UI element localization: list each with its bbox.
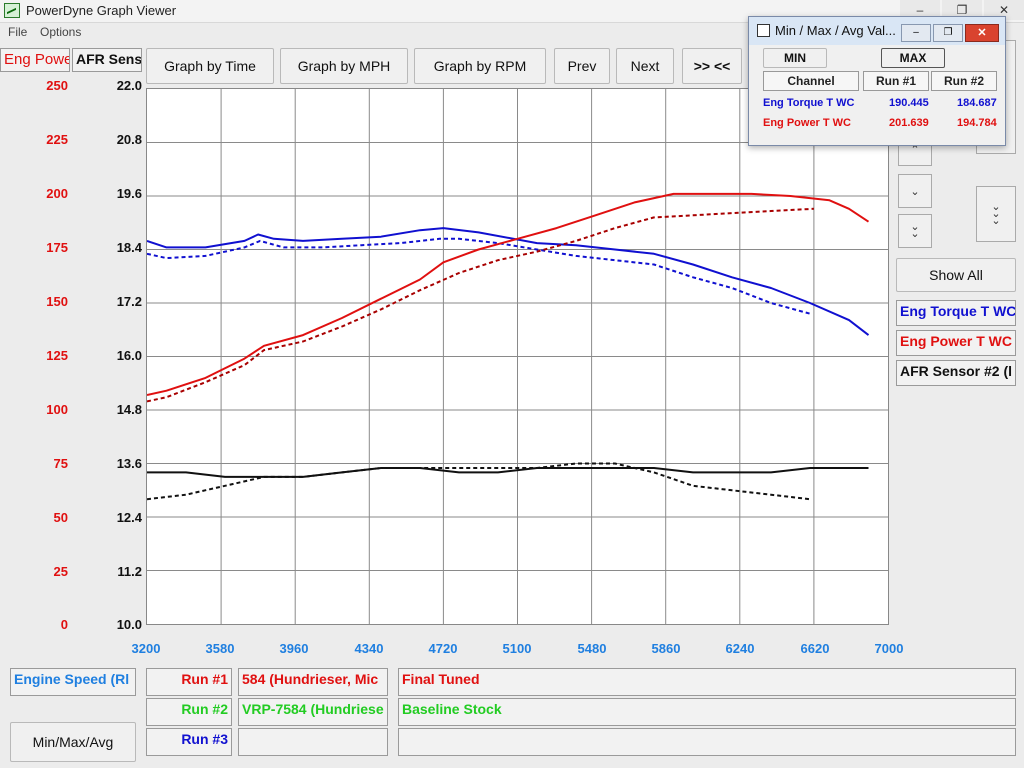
left-channel-field[interactable]: Eng Powe <box>0 48 70 72</box>
chart-svg <box>147 89 888 624</box>
run3-label: Run #3 <box>146 728 232 756</box>
triple-chevron-down-icon: ⌄ ⌄ ⌄ <box>991 200 1001 227</box>
header-run2: Run #2 <box>931 71 997 91</box>
show-all-button[interactable]: Show All <box>896 258 1016 292</box>
window-title: PowerDyne Graph Viewer <box>26 3 177 18</box>
graph-by-rpm-button[interactable]: Graph by RPM <box>414 48 546 84</box>
menu-file[interactable]: File <box>8 25 28 39</box>
min-max-avg-button[interactable]: Min/Max/Avg <box>10 722 136 762</box>
dialog-minimize-button[interactable]: – <box>901 24 931 42</box>
left-tick-label: 25 <box>53 564 68 579</box>
channel-afr[interactable]: AFR Sensor #2 (l <box>896 360 1016 386</box>
right-tick-label: 16.0 <box>116 348 142 363</box>
x-channel-field[interactable]: Engine Speed (Rl <box>10 668 136 696</box>
series-eng-power-t-wc-run1 <box>147 192 870 396</box>
left-tick-label: 250 <box>46 78 68 93</box>
min-button[interactable]: MIN <box>763 48 827 68</box>
right-tick-label: 11.2 <box>117 564 142 579</box>
x-tick-label: 3960 <box>279 641 309 656</box>
run1-label: Run #1 <box>146 668 232 696</box>
run3-description <box>398 728 1016 756</box>
left-tick-label: 50 <box>53 510 68 525</box>
right-tick-label: 17.2 <box>116 294 142 309</box>
right-channel-field[interactable]: AFR Sens <box>72 48 142 72</box>
series-eng-torque-t-wc-run2 <box>147 237 811 315</box>
dialog-close-button[interactable]: ✕ <box>965 24 999 42</box>
x-tick-label: 5480 <box>577 641 607 656</box>
x-tick-label: 6240 <box>725 641 755 656</box>
app-icon <box>4 3 20 18</box>
right-tick-label: 18.4 <box>116 240 142 255</box>
series-afr-sensor-2-run2 <box>147 462 811 501</box>
left-tick-label: 0 <box>60 617 68 632</box>
x-tick-label: 5860 <box>651 641 681 656</box>
prev-button[interactable]: Prev <box>554 48 610 84</box>
header-run1: Run #1 <box>863 71 929 91</box>
x-tick-label: 5100 <box>502 641 532 656</box>
x-tick-label: 7000 <box>874 641 904 656</box>
header-channel: Channel <box>763 71 859 91</box>
dialog-title: Min / Max / Avg Val... <box>775 23 896 38</box>
row-torque-run2: 184.687 <box>957 97 997 109</box>
series-eng-torque-t-wc-run1 <box>147 227 870 336</box>
close-button[interactable]: ✕ <box>984 0 1024 20</box>
left-tick-label: 175 <box>46 240 68 255</box>
x-tick-label: 3580 <box>205 641 235 656</box>
x-tick-label: 4340 <box>354 641 384 656</box>
left-tick-label: 150 <box>46 294 68 309</box>
minimize-button[interactable]: – <box>900 0 940 20</box>
left-tick-label: 225 <box>46 132 68 147</box>
run3-name <box>238 728 388 756</box>
run1-description: Final Tuned <box>398 668 1016 696</box>
plot-area[interactable] <box>146 88 889 625</box>
channel-power[interactable]: Eng Power T WC <box>896 330 1016 356</box>
run2-label: Run #2 <box>146 698 232 726</box>
left-tick-label: 200 <box>46 186 68 201</box>
row-power-channel: Eng Power T WC <box>763 117 851 129</box>
right-tick-label: 20.8 <box>116 132 142 147</box>
dialog-title-bar: Min / Max / Avg Val... – ❐ ✕ <box>749 17 1005 45</box>
row-power-run2: 194.784 <box>957 117 997 129</box>
dialog-maximize-button[interactable]: ❐ <box>933 24 963 42</box>
dialog-icon <box>757 24 770 37</box>
left-tick-label: 75 <box>53 456 68 471</box>
right-tick-label: 12.4 <box>116 510 142 525</box>
chevron-up-icon: ⌃ <box>910 143 920 156</box>
zoom-button[interactable]: >> << <box>682 48 742 84</box>
next-button[interactable]: Next <box>616 48 674 84</box>
run2-name: VRP-7584 (Hundriese <box>238 698 388 726</box>
max-button[interactable]: MAX <box>881 48 945 68</box>
graph-by-mph-button[interactable]: Graph by MPH <box>280 48 408 84</box>
right-tick-label: 14.8 <box>116 402 142 417</box>
run1-name: 584 (Hundrieser, Mic <box>238 668 388 696</box>
graph-by-time-button[interactable]: Graph by Time <box>146 48 274 84</box>
right-tick-label: 10.0 <box>116 617 142 632</box>
scroll-down-fast-button[interactable]: ⌄ ⌄ <box>898 214 932 248</box>
scroll-bottom-button[interactable]: ⌄ ⌄ ⌄ <box>976 186 1016 242</box>
right-tick-label: 22.0 <box>116 78 142 93</box>
x-tick-label: 6620 <box>800 641 830 656</box>
min-max-avg-dialog[interactable]: Min / Max / Avg Val... – ❐ ✕ MIN MAX Cha… <box>748 16 1006 146</box>
right-tick-label: 13.6 <box>116 456 142 471</box>
double-chevron-down-icon: ⌄ ⌄ <box>910 221 920 240</box>
left-tick-label: 125 <box>46 348 68 363</box>
scroll-down-button[interactable]: ⌄ <box>898 174 932 208</box>
x-tick-label: 3200 <box>131 641 161 656</box>
left-tick-label: 100 <box>46 402 68 417</box>
maximize-button[interactable]: ❐ <box>942 0 982 20</box>
menu-options[interactable]: Options <box>40 25 82 39</box>
series-afr-sensor-2-run1 <box>147 467 869 478</box>
row-torque-run1: 190.445 <box>889 97 929 109</box>
chevron-down-icon: ⌄ <box>910 185 920 198</box>
series-eng-power-t-wc-run2 <box>147 207 814 403</box>
menu-bar: File Options <box>0 22 1024 42</box>
channel-torque[interactable]: Eng Torque T WC <box>896 300 1016 326</box>
right-tick-label: 19.6 <box>116 186 142 201</box>
run2-description: Baseline Stock <box>398 698 1016 726</box>
title-bar: PowerDyne Graph Viewer – ❐ ✕ <box>0 0 1024 23</box>
x-tick-label: 4720 <box>428 641 458 656</box>
row-torque-channel: Eng Torque T WC <box>763 97 855 109</box>
row-power-run1: 201.639 <box>889 117 929 129</box>
